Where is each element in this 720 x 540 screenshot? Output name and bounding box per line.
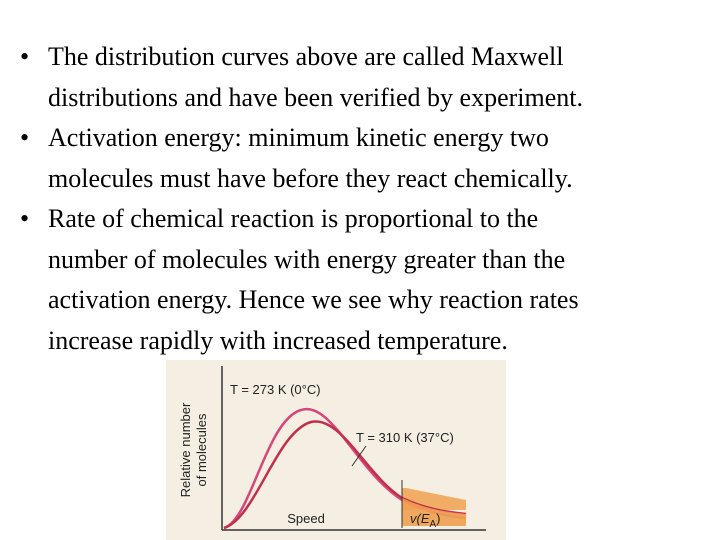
threshold-label: v(EA) [410, 511, 441, 530]
y-axis-label: of molecules [194, 413, 209, 486]
bullet-text: number of molecules with energy greater … [48, 244, 566, 274]
bullet-marker: • [20, 123, 30, 152]
activation-region [402, 498, 466, 526]
bullet-text: molecules must have before they react ch… [48, 163, 573, 193]
bullet-text: increase rapidly with increased temperat… [48, 325, 508, 355]
y-axis-label: Relative number [178, 402, 193, 497]
bullet-text: Rate of chemical reaction is proportiona… [48, 204, 539, 233]
threshold-close: ) [436, 511, 440, 526]
curve-label: T = 273 K (0°C) [230, 382, 321, 397]
bullet-text: activation energy. Hence we see why reac… [48, 285, 579, 314]
threshold-subscript: A [430, 519, 437, 530]
bullet-marker: • [20, 42, 30, 71]
bullet-marker: • [20, 204, 30, 233]
curve-310 [223, 420, 467, 530]
threshold-symbol: v(E [410, 511, 430, 526]
bullet-text: distributions and have been verified by … [48, 82, 584, 112]
bullet-text: Activation energy: minimum kinetic energ… [48, 123, 549, 152]
maxwell-figure: T = 273 K (0°C) T = 310 K (37°C) Relativ… [166, 360, 506, 540]
x-axis-label: Speed [287, 511, 325, 526]
bullet-text: The distribution curves above are called… [48, 42, 564, 71]
label-pointer [351, 445, 367, 467]
curve-label: T = 310 K (37°C) [356, 430, 454, 445]
